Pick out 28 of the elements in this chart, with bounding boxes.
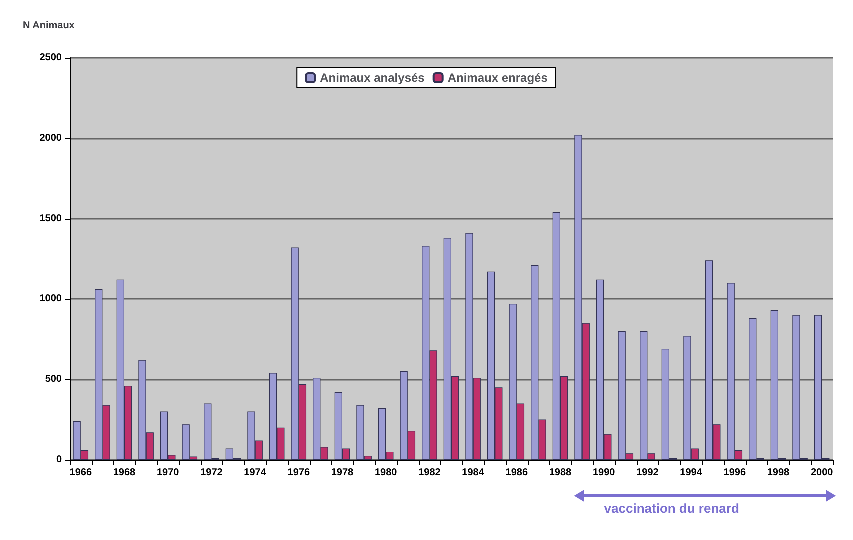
x-tick-label: 1990	[592, 468, 616, 478]
y-tick-label: 2000	[40, 132, 62, 144]
x-tick-label: 1984	[462, 468, 485, 478]
x-tick-label: 1972	[200, 468, 224, 478]
x-tick-label: 1982	[418, 468, 442, 478]
x-tick-label: 1974	[244, 468, 267, 478]
y-tick-label: 1000	[40, 294, 62, 305]
legend-label: Animaux analysés	[320, 71, 426, 85]
x-tick-label: 1994	[680, 468, 703, 478]
y-tick-label: 500	[45, 374, 62, 386]
text: vaccination du renard	[604, 501, 740, 516]
x-tick-label: 1968	[113, 468, 136, 478]
legend-label: Animaux enragés	[448, 71, 548, 85]
y-tick-label: 1500	[40, 213, 62, 224]
x-tick-label: 1992	[636, 468, 660, 478]
x-tick-label: 1996	[724, 468, 746, 478]
y-tick-label: 0	[56, 454, 62, 466]
x-tick-label: 1970	[156, 468, 180, 478]
x-tick-label: 1978	[331, 468, 354, 478]
x-tick-label: 1980	[374, 468, 398, 478]
x-tick-label: 1988	[549, 468, 572, 478]
y-axis-title: N Animaux	[23, 20, 76, 32]
x-tick-label: 1986	[506, 468, 528, 478]
x-tick-label: 2000	[810, 468, 834, 478]
x-tick-label: 1966	[70, 468, 92, 478]
x-tick-label: 1998	[767, 468, 790, 478]
y-tick-label: 2500	[40, 52, 62, 64]
x-tick-label: 1976	[288, 468, 310, 478]
